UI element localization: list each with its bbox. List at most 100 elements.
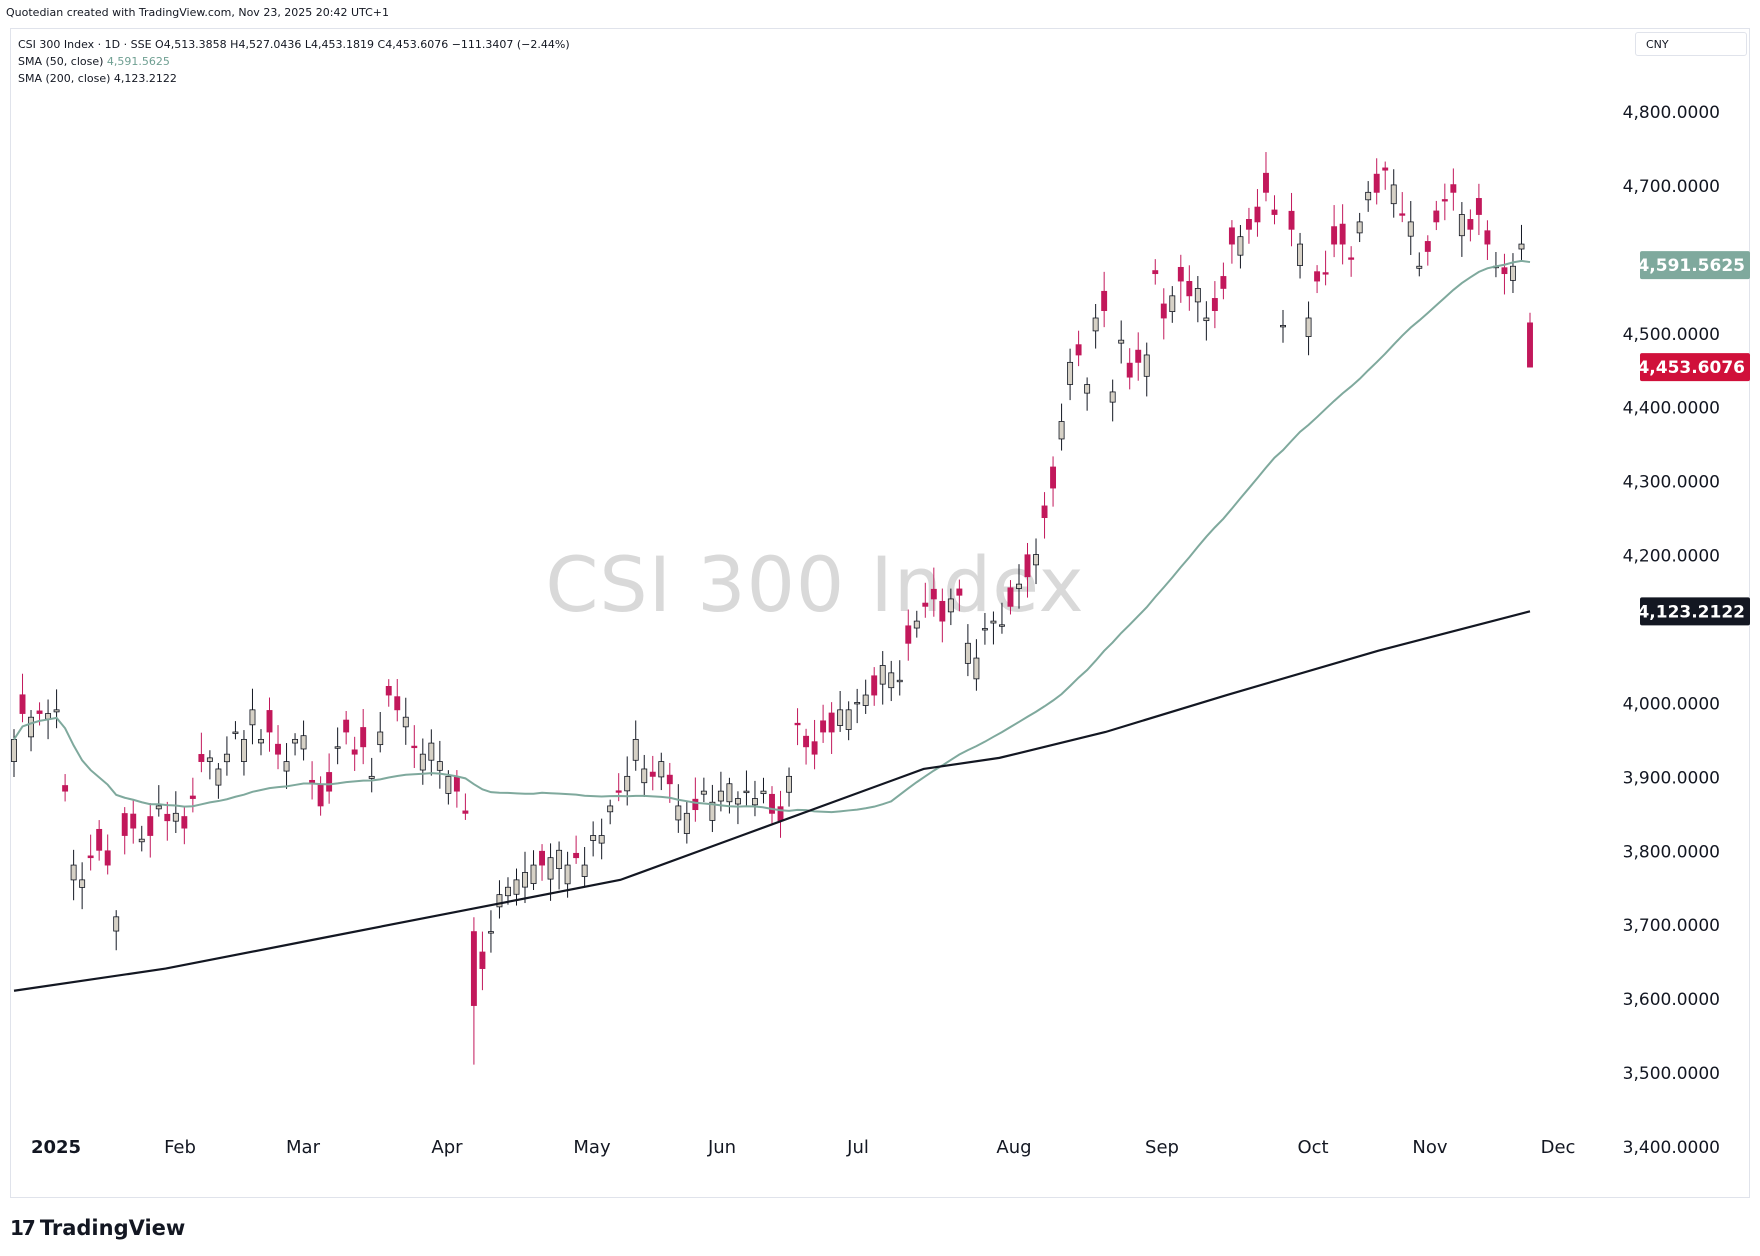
candle-body bbox=[505, 886, 511, 897]
candle-body bbox=[1407, 221, 1414, 237]
candle-body bbox=[487, 931, 494, 934]
y-tick-label: 3,400.0000 bbox=[1623, 1138, 1720, 1158]
legend-sma50-value: 4,591.5625 bbox=[106, 55, 170, 68]
candle-body bbox=[428, 742, 435, 761]
candle-body bbox=[1322, 272, 1329, 275]
candle-body bbox=[717, 790, 724, 802]
candle-body bbox=[871, 675, 878, 696]
candle-body bbox=[147, 816, 154, 836]
candle-body bbox=[743, 790, 750, 794]
candle-body bbox=[1245, 219, 1252, 230]
last-price-badge-text: 4,453.6076 bbox=[1637, 358, 1745, 378]
y-tick-label: 3,500.0000 bbox=[1623, 1064, 1720, 1084]
candle-body bbox=[658, 761, 665, 778]
candle-body bbox=[999, 624, 1005, 627]
candle-body bbox=[1058, 421, 1065, 440]
candle-body bbox=[556, 849, 563, 869]
x-tick-label: Jul bbox=[846, 1137, 869, 1158]
candle-body bbox=[377, 731, 384, 746]
candle-body bbox=[240, 738, 247, 762]
candle-body bbox=[1467, 219, 1474, 230]
candle-body bbox=[360, 727, 367, 748]
candle-body bbox=[232, 731, 239, 734]
candle-body bbox=[121, 813, 128, 836]
x-tick-label: 2025 bbox=[31, 1137, 81, 1158]
legend: CSI 300 Index · 1D · SSE O4,513.3858 H4,… bbox=[18, 36, 570, 87]
candle-body bbox=[1101, 290, 1108, 312]
candle-body bbox=[1339, 223, 1346, 245]
y-tick-label: 3,700.0000 bbox=[1623, 916, 1720, 936]
candle-body bbox=[445, 775, 452, 794]
legend-sma200-label: SMA (200, close) bbox=[18, 72, 111, 85]
candle-body bbox=[624, 775, 631, 792]
tradingview-logo-icon: 𝟭𝟳 bbox=[10, 1216, 36, 1240]
candle-body bbox=[1143, 354, 1150, 377]
candle-body bbox=[769, 793, 775, 814]
candle-body bbox=[206, 757, 213, 762]
candle-body bbox=[615, 790, 622, 793]
y-tick-label: 4,200.0000 bbox=[1623, 547, 1720, 567]
candle-body bbox=[888, 672, 895, 689]
candle-body bbox=[11, 738, 17, 762]
x-tick-label: Sep bbox=[1145, 1137, 1179, 1158]
chart-credit: Quotedian created with TradingView.com, … bbox=[6, 6, 390, 19]
candle-body bbox=[1305, 317, 1312, 337]
candle-body bbox=[53, 709, 60, 713]
candle-body bbox=[326, 772, 333, 792]
candle-body bbox=[1186, 281, 1193, 297]
candle-body bbox=[530, 864, 537, 885]
candle-body bbox=[1033, 554, 1039, 566]
candle-body bbox=[581, 864, 588, 877]
candle-body bbox=[172, 812, 179, 822]
candle-body bbox=[1527, 322, 1533, 368]
candle-body bbox=[1041, 505, 1048, 519]
candle-body bbox=[96, 828, 103, 851]
tradingview-logo[interactable]: 𝟭𝟳 TradingView bbox=[10, 1216, 185, 1240]
candle-body bbox=[1458, 214, 1465, 237]
candle-body bbox=[649, 771, 656, 777]
candle-body bbox=[317, 784, 324, 807]
candle-body bbox=[155, 805, 162, 810]
candle-body bbox=[181, 816, 188, 829]
candle-body bbox=[1356, 221, 1363, 234]
candle-body bbox=[215, 768, 222, 786]
candle-body bbox=[700, 790, 707, 795]
candle-body bbox=[1016, 583, 1022, 589]
x-tick-label: Oct bbox=[1297, 1137, 1328, 1158]
candle-body bbox=[734, 798, 741, 805]
legend-sma200: SMA (200, close) 4,123.2122 bbox=[18, 70, 570, 87]
candle-body bbox=[820, 720, 827, 733]
x-tick-label: Dec bbox=[1541, 1137, 1576, 1158]
x-tick-label: May bbox=[573, 1137, 611, 1158]
currency-selector[interactable]: CNY bbox=[1635, 32, 1747, 56]
candle-body bbox=[786, 775, 792, 793]
sma50-line bbox=[13, 259, 1531, 814]
candle-body bbox=[981, 628, 988, 631]
candle-body bbox=[419, 753, 426, 771]
candle-body bbox=[1169, 295, 1176, 313]
candle-body bbox=[607, 805, 614, 813]
x-tick-label: Mar bbox=[286, 1137, 321, 1158]
y-tick-label: 4,500.0000 bbox=[1623, 325, 1720, 345]
candle-body bbox=[1373, 173, 1380, 193]
candle-body bbox=[862, 694, 869, 706]
candle-body bbox=[411, 745, 418, 749]
candle-body bbox=[1475, 198, 1482, 215]
candle-body bbox=[19, 694, 26, 714]
candle-body bbox=[522, 872, 528, 888]
candle-body bbox=[547, 857, 554, 880]
candle-body bbox=[479, 951, 486, 969]
x-tick-label: Aug bbox=[996, 1137, 1031, 1158]
x-tick-label: Jun bbox=[707, 1137, 736, 1158]
candle-body bbox=[462, 810, 469, 814]
candle-body bbox=[794, 722, 801, 726]
candle-body bbox=[1220, 276, 1227, 289]
candle-body bbox=[453, 776, 460, 792]
candle-body bbox=[1135, 349, 1142, 363]
candle-body bbox=[1518, 243, 1525, 250]
tradingview-logo-text: TradingView bbox=[39, 1216, 186, 1240]
candle-body bbox=[1024, 554, 1031, 578]
candle-body bbox=[292, 738, 299, 744]
candle-body bbox=[138, 838, 145, 843]
